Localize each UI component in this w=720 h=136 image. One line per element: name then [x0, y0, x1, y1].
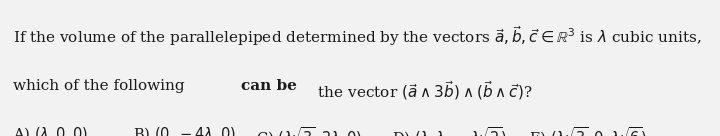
- Text: E) $(\lambda\sqrt{3}, 0, \lambda\sqrt{6})$: E) $(\lambda\sqrt{3}, 0, \lambda\sqrt{6}…: [529, 125, 647, 136]
- Text: If the volume of the parallelepiped determined by the vectors $\vec{a}, \vec{b},: If the volume of the parallelepiped dete…: [13, 24, 701, 48]
- Text: the vector $(\vec{a} \wedge 3\vec{b}) \wedge (\vec{b} \wedge \vec{c})$?: the vector $(\vec{a} \wedge 3\vec{b}) \w…: [312, 79, 532, 102]
- Text: D) $(\lambda, \lambda, -\lambda\sqrt{2})$: D) $(\lambda, \lambda, -\lambda\sqrt{2})…: [392, 125, 508, 136]
- Text: which of the following: which of the following: [13, 79, 189, 93]
- Text: C) $(\lambda\sqrt{3}, 2\lambda, 0)$: C) $(\lambda\sqrt{3}, 2\lambda, 0)$: [256, 125, 362, 136]
- Text: A) $(\lambda, 0, 0)$: A) $(\lambda, 0, 0)$: [13, 125, 89, 136]
- Text: can be: can be: [240, 79, 297, 93]
- Text: B) $(0, -4\lambda, 0)$: B) $(0, -4\lambda, 0)$: [133, 125, 236, 136]
